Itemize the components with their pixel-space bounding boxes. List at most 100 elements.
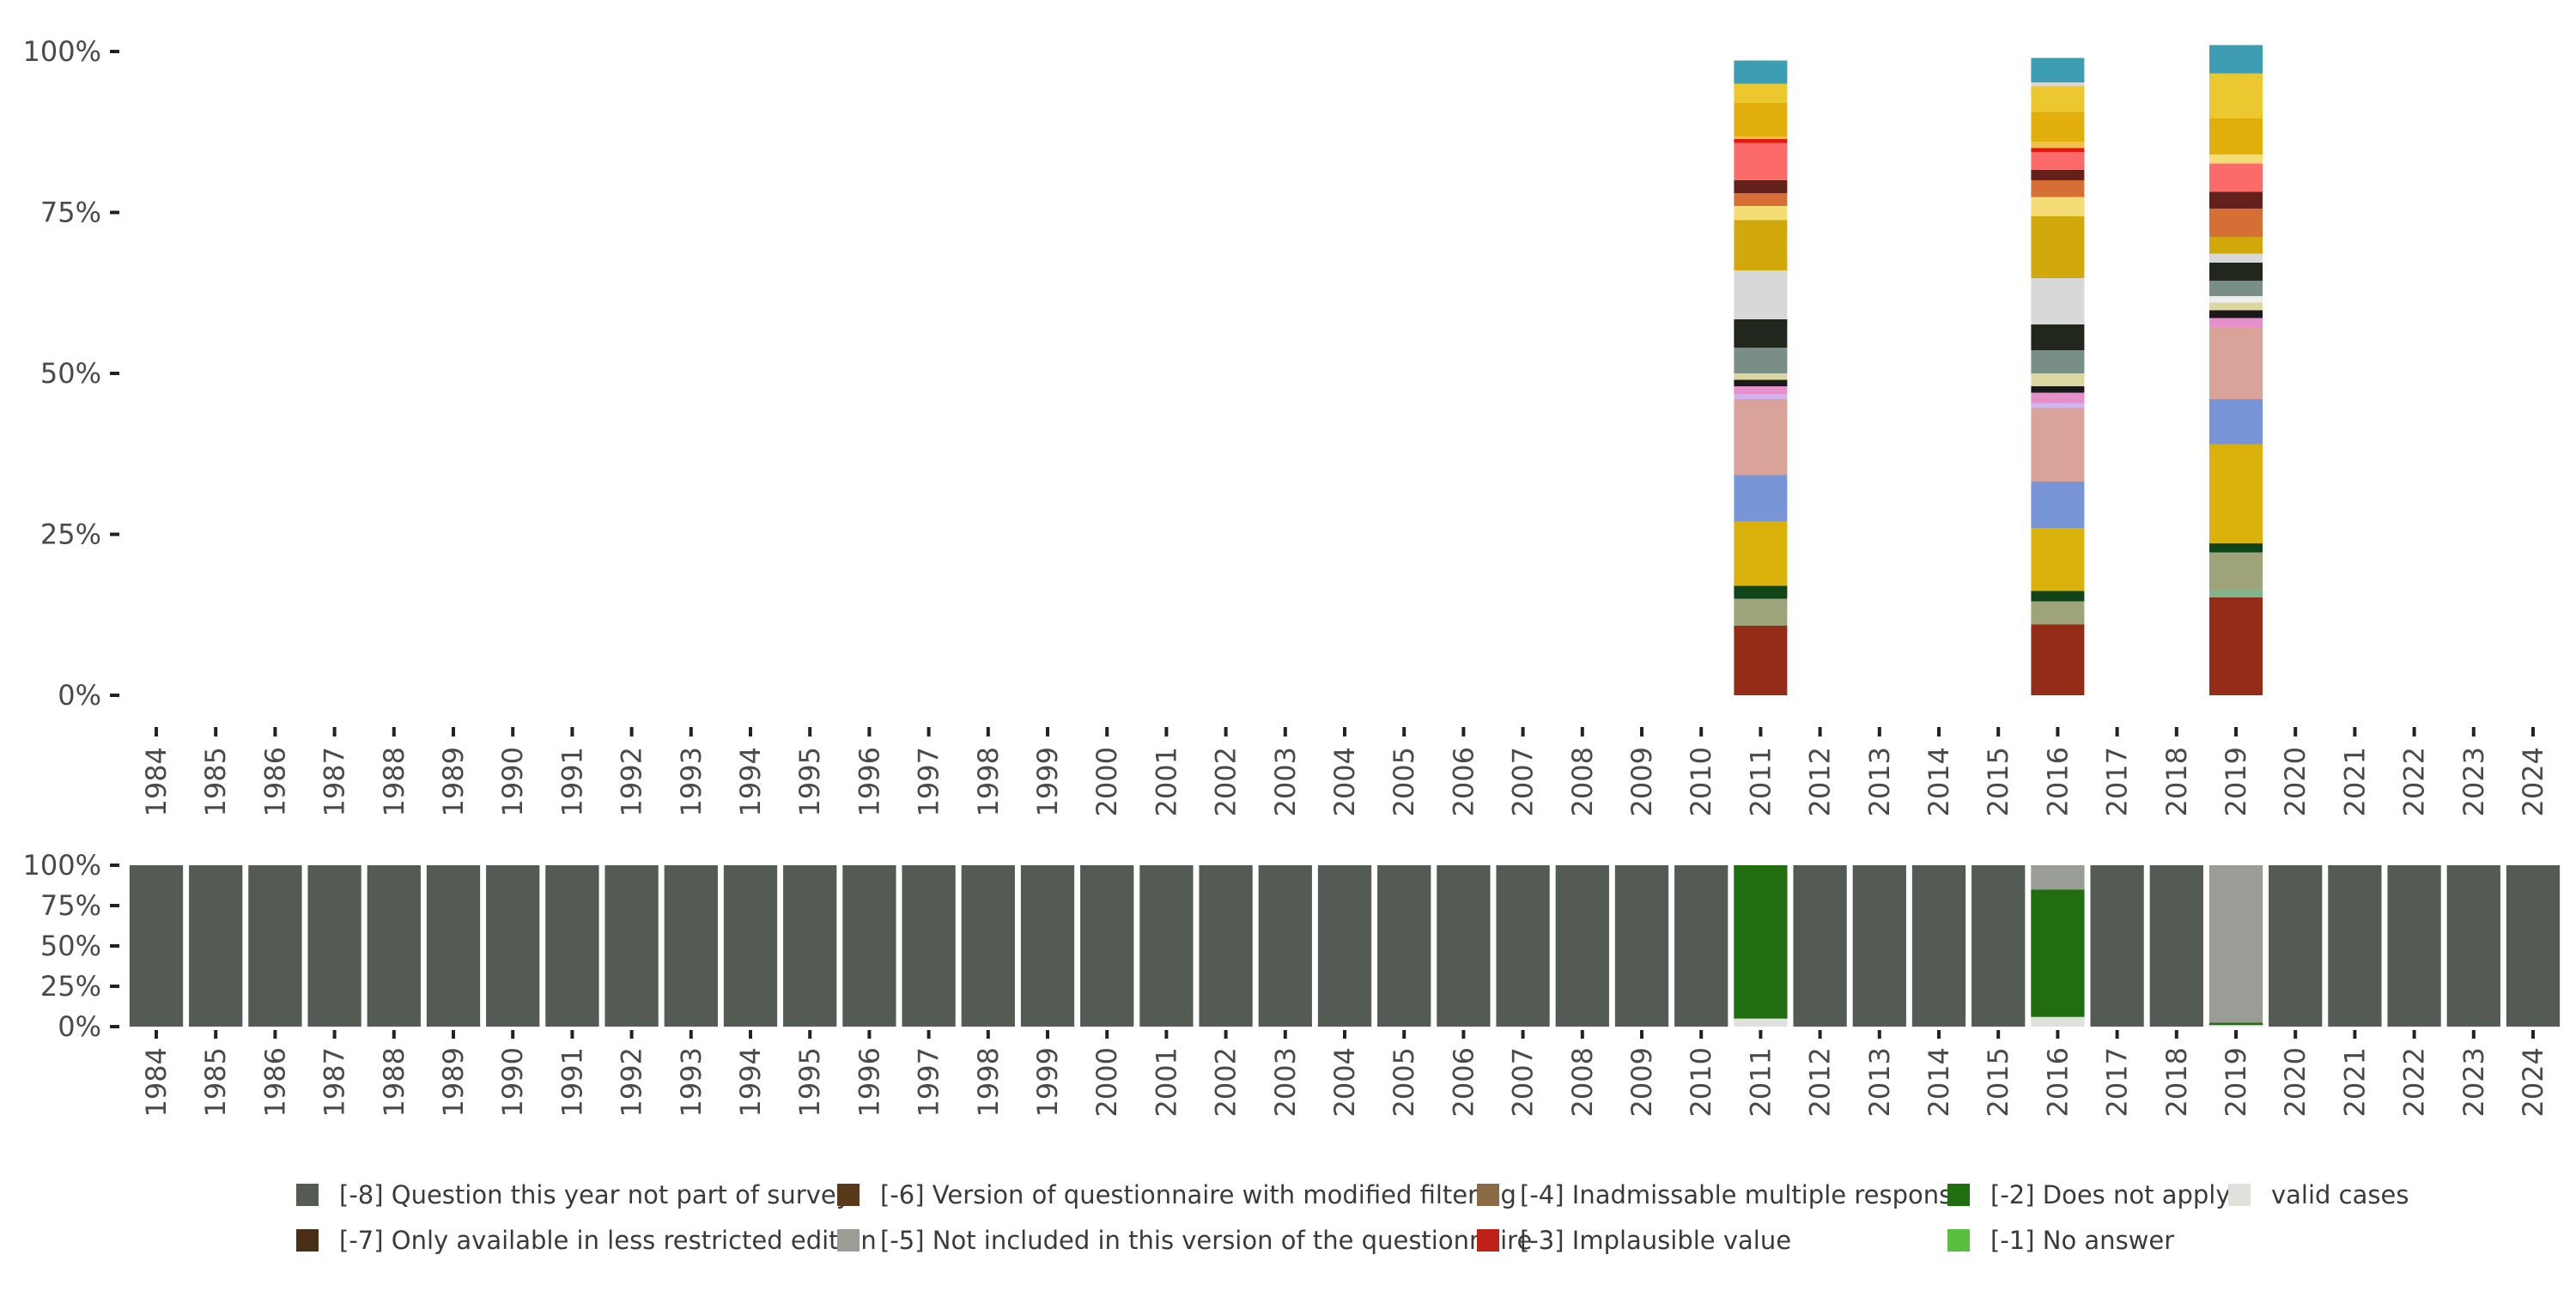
- bar-1987: [307, 865, 361, 1027]
- x-tick-label-1989: 1989: [437, 1047, 470, 1117]
- bar-segment-2019-11: [2209, 281, 2263, 296]
- x-tick-label-1993: 1993: [675, 747, 708, 816]
- bar-segment-2016-11: [2031, 324, 2085, 350]
- x-tick-label-2021: 2021: [2338, 747, 2371, 816]
- bar-segment-2019-0: [2209, 597, 2263, 695]
- bar-segment-2019-valid: [2208, 1025, 2263, 1027]
- bar-segment-2019-9: [2209, 302, 2263, 311]
- bar-segment-2016-6: [2031, 403, 2085, 409]
- x-tick-label-1992: 1992: [616, 1047, 648, 1117]
- bar-2021: [2328, 865, 2382, 1027]
- bar-2005: [1377, 865, 1431, 1027]
- legend-swatch: [296, 1229, 319, 1252]
- bar-segment-2016-16: [2031, 170, 2085, 180]
- bar-segment-1985-[-8]: [189, 865, 243, 1027]
- x-tick-label-1992: 1992: [616, 747, 648, 816]
- x-tick-label-2009: 2009: [1625, 1047, 1658, 1117]
- bar-segment-2016-18: [2031, 148, 2085, 152]
- bar-segment-2001-[-8]: [1139, 865, 1194, 1027]
- bar-segment-2011-22: [1734, 60, 1788, 84]
- bar-1996: [842, 865, 896, 1027]
- bar-segment-1988-[-8]: [367, 865, 421, 1027]
- bar-segment-2019-[-2]: [2208, 1022, 2263, 1026]
- x-tick-label-2021: 2021: [2338, 1047, 2371, 1117]
- bar-1990: [486, 865, 540, 1027]
- y-tick-label: 0%: [58, 679, 101, 712]
- bar-segment-2019-10: [2209, 296, 2263, 303]
- x-tick-label-2016: 2016: [2041, 747, 2074, 816]
- bar-segment-2019-4: [2209, 444, 2263, 543]
- bar-segment-1989-[-8]: [426, 865, 481, 1027]
- x-tick-label-2008: 2008: [1566, 747, 1599, 816]
- bar-segment-2017-[-8]: [2090, 865, 2144, 1027]
- y-tick-label: 100%: [23, 849, 101, 882]
- x-tick-label-2014: 2014: [1923, 1047, 1955, 1117]
- bar-segment-2019-5: [2209, 399, 2263, 445]
- y-tick-label: 25%: [40, 518, 101, 551]
- x-tick-label-1989: 1989: [437, 747, 470, 816]
- y-tick-label: 75%: [40, 889, 101, 922]
- bar-1998: [961, 865, 1015, 1027]
- bar-segment-2019-14: [2209, 237, 2263, 254]
- x-tick-label-1984: 1984: [140, 747, 173, 816]
- x-tick-label-2003: 2003: [1269, 1047, 1302, 1117]
- bar-2024: [2506, 865, 2561, 1027]
- bar-segment-2019-3: [2209, 543, 2263, 553]
- x-tick-label-2004: 2004: [1328, 747, 1361, 816]
- x-tick-label-2000: 2000: [1091, 747, 1123, 816]
- bar-1984: [129, 865, 184, 1027]
- bar-segment-2010-[-8]: [1674, 865, 1728, 1027]
- bar-segment-2011-18: [1734, 139, 1788, 143]
- x-tick-label-2002: 2002: [1210, 747, 1242, 816]
- bar-segment-2013-[-8]: [1852, 865, 1906, 1027]
- legend-label: valid cases: [2271, 1180, 2409, 1209]
- x-tick-label-1999: 1999: [1031, 1047, 1064, 1117]
- bar-2010: [1674, 865, 1728, 1027]
- bar-segment-2016-0: [2031, 624, 2085, 695]
- x-tick-label-1986: 1986: [258, 747, 291, 816]
- x-tick-label-2007: 2007: [1507, 747, 1540, 816]
- x-tick-label-2001: 2001: [1150, 1047, 1182, 1117]
- bar-segment-2011-9: [1734, 373, 1788, 380]
- x-tick-label-2006: 2006: [1447, 747, 1479, 816]
- bar-segment-2000-[-8]: [1080, 865, 1134, 1027]
- bar-1989: [426, 865, 481, 1027]
- legend-label: [-2] Does not apply: [1990, 1180, 2231, 1209]
- bar-segment-1999-[-8]: [1020, 865, 1075, 1027]
- legend-item-[-7]: [-7] Only available in less restricted e…: [296, 1226, 877, 1255]
- bar-segment-2016-2: [2031, 591, 2085, 602]
- y-tick-label: 0%: [58, 1010, 101, 1043]
- bar-segment-1993-[-8]: [664, 865, 718, 1027]
- bar-segment-2005-[-8]: [1377, 865, 1431, 1027]
- bar-segment-2018-[-8]: [2149, 865, 2203, 1027]
- bar-2009: [1614, 865, 1669, 1027]
- bar-segment-2012-[-8]: [1793, 865, 1847, 1027]
- bar-segment-1998-[-8]: [961, 865, 1015, 1027]
- x-tick-label-2001: 2001: [1150, 747, 1182, 816]
- x-tick-label-2013: 2013: [1863, 747, 1896, 816]
- bar-segment-2006-[-8]: [1437, 865, 1491, 1027]
- x-tick-label-2010: 2010: [1685, 1047, 1717, 1117]
- legend-swatch: [1947, 1184, 1970, 1206]
- x-tick-label-2005: 2005: [1388, 1047, 1420, 1117]
- x-tick-label-2002: 2002: [1210, 1047, 1242, 1117]
- bar-segment-2019-15: [2209, 209, 2263, 237]
- bar-segment-1996-[-8]: [842, 865, 896, 1027]
- x-tick-label-1997: 1997: [913, 747, 945, 816]
- bar-2000: [1080, 865, 1134, 1027]
- bar-segment-1991-[-8]: [545, 865, 599, 1027]
- legend-label: [-5] Not included in this version of the…: [880, 1226, 1532, 1255]
- bar-1994: [723, 865, 778, 1027]
- legend-label: [-6] Version of questionnaire with modif…: [880, 1180, 1516, 1209]
- bar-segment-2011-[-2]: [1734, 865, 1788, 1019]
- legend-label: [-7] Only available in less restricted e…: [339, 1226, 877, 1255]
- bar-segment-2011-10: [1734, 348, 1788, 373]
- bar-segment-2016-8: [2031, 386, 2085, 393]
- x-tick-label-1999: 1999: [1031, 747, 1064, 816]
- bar-segment-2004-[-8]: [1317, 865, 1372, 1027]
- x-tick-label-1987: 1987: [319, 747, 351, 816]
- bar-segment-2016-22: [2031, 82, 2085, 87]
- x-tick-label-1998: 1998: [972, 747, 1005, 816]
- bar-segment-2011-5: [1734, 399, 1788, 476]
